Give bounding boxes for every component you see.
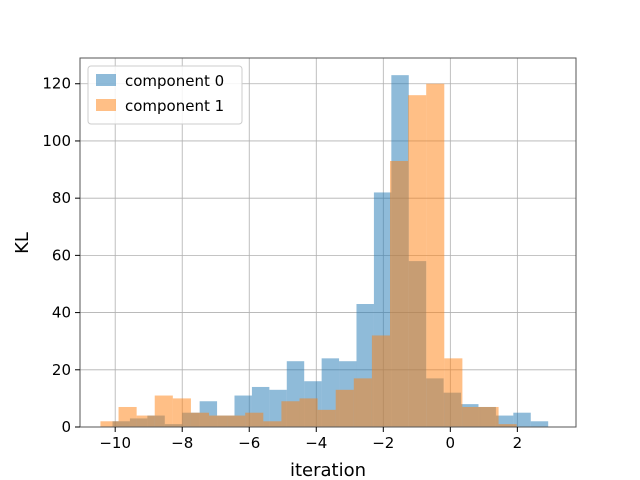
bar-component-1 [154, 395, 173, 427]
bar-component-1 [172, 398, 191, 427]
bar-component-1 [263, 421, 282, 427]
bar-component-1 [227, 415, 246, 427]
legend-box [87, 65, 243, 125]
x-tick-label: −2 [372, 434, 394, 452]
y-tick-label: 120 [42, 75, 71, 93]
legend: component 0 component 1 [87, 65, 243, 125]
legend-label-component-0: component 0 [125, 72, 224, 90]
bar-component-1 [444, 358, 463, 427]
bar-component-0 [495, 415, 514, 427]
legend-label-component-1: component 1 [125, 97, 224, 115]
bar-component-1 [498, 424, 517, 427]
y-tick-label: 100 [42, 132, 71, 150]
bar-component-0 [530, 421, 549, 427]
bar-component-1 [390, 160, 409, 427]
x-tick-label: 2 [513, 434, 523, 452]
x-tick-label: −8 [171, 434, 193, 452]
y-tick-label: 20 [52, 361, 71, 379]
legend-swatch-component-0 [96, 74, 116, 86]
x-tick-label: −4 [305, 434, 327, 452]
bar-component-1 [100, 421, 119, 427]
bar-component-1 [118, 406, 137, 427]
bar-component-1 [462, 406, 481, 427]
legend-swatch-component-1 [96, 99, 116, 111]
x-tick-label: 0 [446, 434, 456, 452]
y-tick-label: 40 [52, 304, 71, 322]
x-axis-label: iteration [290, 460, 366, 480]
y-tick-label: 60 [52, 246, 71, 264]
bar-component-1 [371, 335, 390, 427]
y-tick-label: 80 [52, 189, 71, 207]
bar-component-1 [136, 415, 155, 427]
bar-component-1 [408, 95, 427, 428]
bar-component-1 [190, 412, 210, 427]
x-tick-label: −10 [99, 434, 131, 452]
bar-component-1 [317, 409, 336, 427]
bar-component-1 [353, 378, 372, 427]
bar-component-1 [245, 412, 264, 427]
bar-component-1 [480, 406, 499, 427]
y-tick-label: 0 [61, 418, 71, 436]
y-axis-label: KL [12, 232, 33, 254]
bar-component-1 [299, 398, 318, 427]
x-tick-label: −6 [238, 434, 260, 452]
bars [100, 75, 549, 428]
plot-frame [79, 57, 577, 428]
bar-component-1 [426, 83, 445, 427]
bar-component-1 [335, 389, 354, 427]
bar-component-1 [209, 415, 228, 427]
bar-component-1 [281, 401, 300, 427]
bar-component-0 [513, 412, 531, 427]
